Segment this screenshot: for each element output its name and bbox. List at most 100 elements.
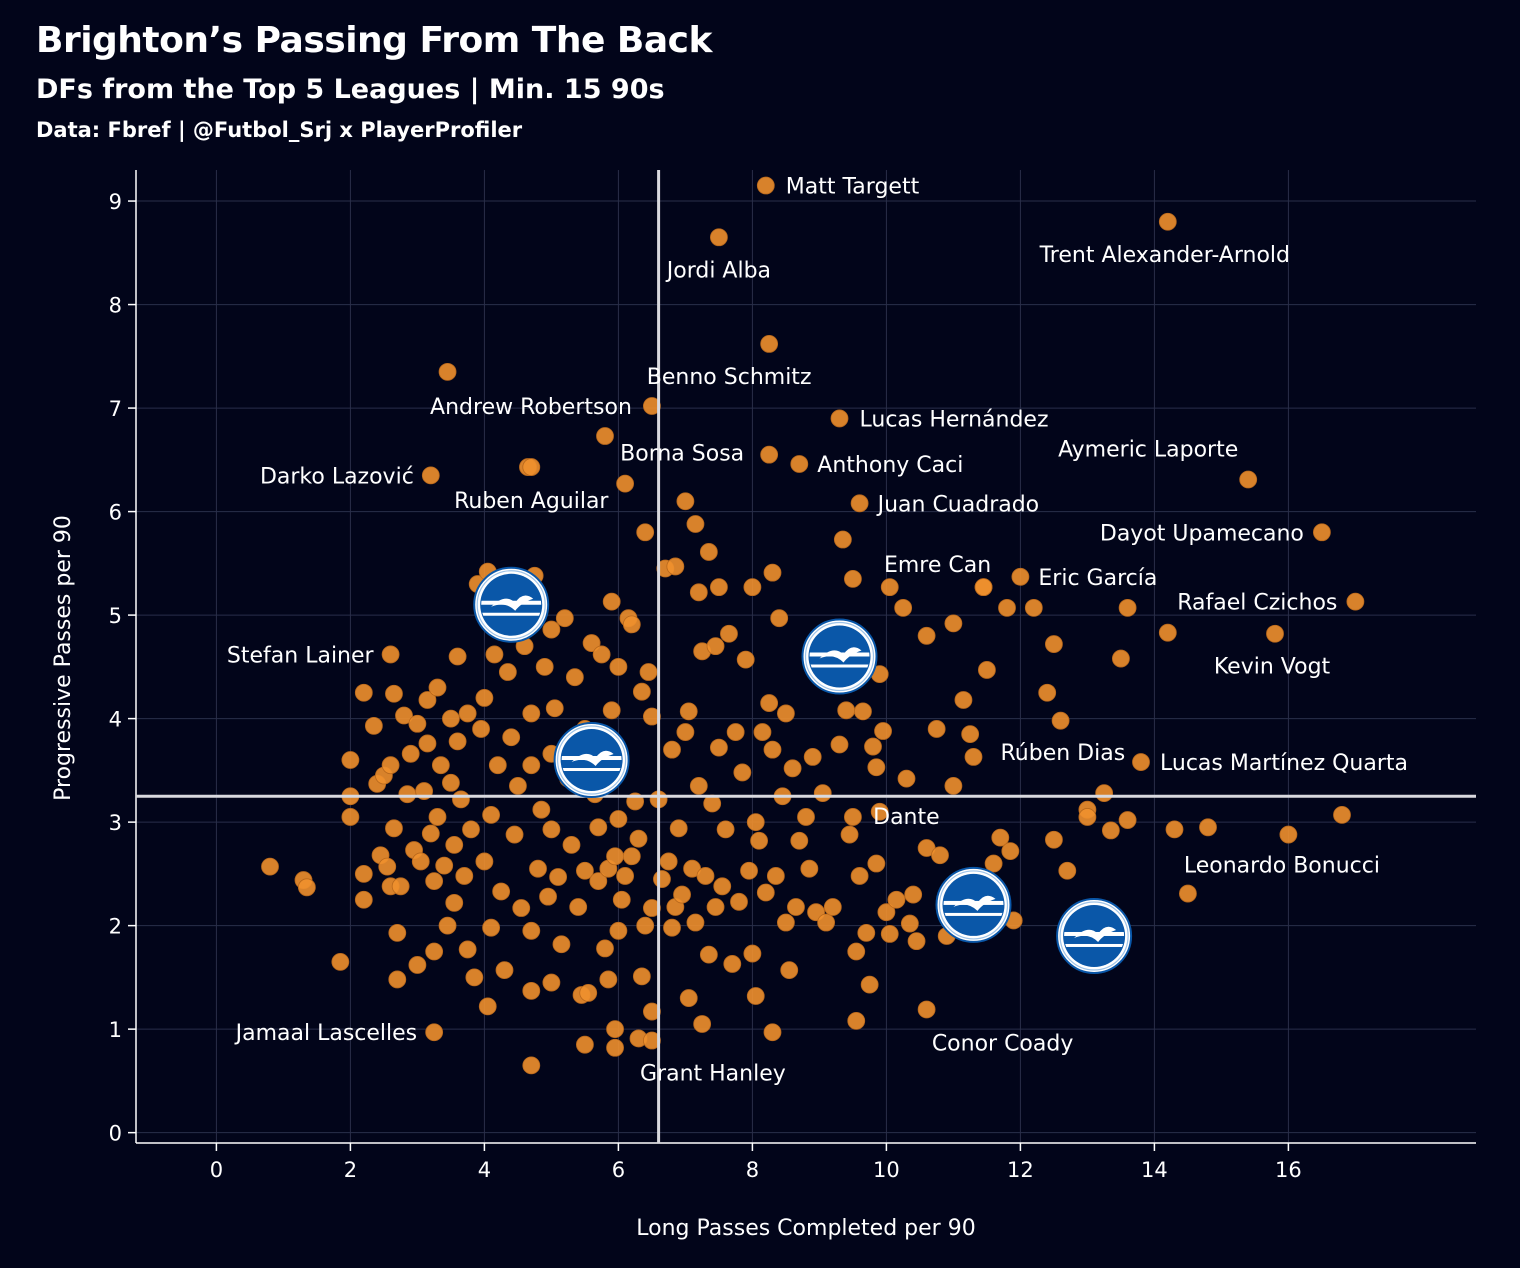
scatter-point	[522, 981, 541, 1000]
scatter-point	[1051, 711, 1070, 730]
scatter-point	[418, 691, 437, 709]
scatter-point	[689, 776, 708, 795]
player-label: Borna Sosa	[620, 442, 744, 467]
scatter-point	[803, 748, 822, 766]
scatter-point	[854, 702, 872, 721]
scatter-point	[425, 942, 444, 961]
scatter-point	[676, 723, 695, 741]
brighton-crest-icon	[935, 866, 1012, 943]
scatter-point	[699, 945, 718, 964]
scatter-point	[458, 704, 477, 723]
seagull-icon	[1074, 926, 1117, 942]
scatter-point	[354, 683, 373, 702]
scatter-point	[880, 925, 899, 943]
scatter-point	[1333, 805, 1351, 824]
scatter-point	[509, 776, 527, 795]
player-label: Dante	[873, 805, 940, 830]
player-label: Stefan Lainer	[227, 643, 375, 668]
scatter-point	[441, 773, 460, 792]
scatter-point	[596, 939, 614, 958]
scatter-point	[341, 751, 360, 769]
scatter-point	[475, 689, 494, 707]
y-axis-title: Progressive Passes per 90	[51, 515, 76, 801]
scatter-point	[783, 759, 802, 778]
scatter-point	[1118, 811, 1137, 829]
scatter-point	[435, 856, 454, 875]
scatter-point	[676, 492, 695, 511]
scatter-point	[381, 756, 400, 775]
player-label: Emre Can	[884, 553, 991, 578]
scatter-point	[844, 569, 862, 588]
scatter-point	[716, 820, 735, 839]
scatter-point	[602, 701, 621, 720]
player-label: Aymeric Laporte	[1058, 437, 1238, 462]
x-tick-label: 6	[612, 1158, 625, 1182]
scatter-point	[750, 831, 768, 850]
scatter-point	[549, 868, 567, 886]
scatter-point	[887, 890, 906, 909]
scatter-point	[991, 828, 1010, 847]
scatter-point	[1024, 598, 1043, 617]
player-label: Grant Hanley	[640, 1062, 786, 1087]
scatter-point	[616, 474, 634, 493]
x-tick-label: 0	[210, 1158, 223, 1182]
scatter-point	[331, 952, 350, 971]
scatter-point	[1199, 818, 1217, 837]
scatter-point	[388, 923, 407, 942]
x-tick-label: 2	[344, 1158, 357, 1182]
labeled-scatter-point	[830, 409, 849, 428]
data-source: Data: Fbref | @Futbol_Srj x PlayerProfil…	[36, 118, 523, 142]
scatter-point	[612, 890, 631, 909]
scatter-point	[777, 913, 795, 932]
scatter-point	[1101, 821, 1120, 840]
scatter-point	[602, 592, 621, 611]
scatter-point	[870, 802, 889, 821]
scatter-point	[341, 808, 360, 826]
scatter-point	[599, 970, 618, 989]
scatter-point	[696, 867, 715, 885]
scatter-point	[522, 704, 541, 723]
labeled-scatter-point	[1239, 470, 1258, 489]
chart-title: Brighton’s Passing From The Back	[36, 20, 712, 61]
scatter-point	[502, 728, 521, 747]
x-tick-label: 4	[478, 1158, 491, 1182]
scatter-point	[790, 831, 809, 850]
crest-stripe	[481, 612, 542, 616]
scatter-point	[743, 944, 762, 963]
player-label: Juan Cuadrado	[876, 492, 1040, 517]
scatter-point	[632, 682, 651, 701]
crest-stripe	[943, 912, 1004, 916]
scatter-point	[1279, 825, 1298, 844]
scatter-point	[844, 808, 862, 826]
scatter-point	[823, 898, 842, 916]
scatter-point	[813, 784, 832, 803]
brighton-crest-icon	[473, 566, 550, 643]
scatter-point	[458, 940, 477, 959]
scatter-point	[653, 870, 671, 888]
scatter-point	[431, 756, 450, 775]
x-tick-label: 8	[746, 1158, 759, 1182]
seagull-icon	[953, 895, 996, 911]
scatter-point	[616, 867, 634, 885]
labeled-scatter-point	[421, 466, 440, 485]
scatter-point	[760, 694, 779, 712]
scatter-point	[857, 923, 876, 942]
scatter-point	[659, 852, 678, 871]
brighton-crest-icon	[1056, 897, 1133, 974]
scatter-point	[472, 720, 490, 738]
y-tick-label: 3	[109, 811, 122, 835]
reference-lines	[136, 170, 1476, 1143]
player-label: Dayot Upamecano	[1100, 521, 1304, 546]
scatter-point	[565, 668, 584, 687]
scatter-point	[643, 899, 661, 917]
scatter-point	[961, 725, 980, 744]
scatter-point	[542, 973, 561, 992]
scatter-point	[632, 967, 651, 986]
scatter-point	[411, 852, 430, 871]
scatter-point	[606, 1038, 624, 1057]
scatter-point	[978, 661, 996, 679]
x-tick-label: 14	[1141, 1158, 1168, 1182]
scatter-point	[418, 734, 437, 753]
scatter-point	[1045, 830, 1063, 849]
